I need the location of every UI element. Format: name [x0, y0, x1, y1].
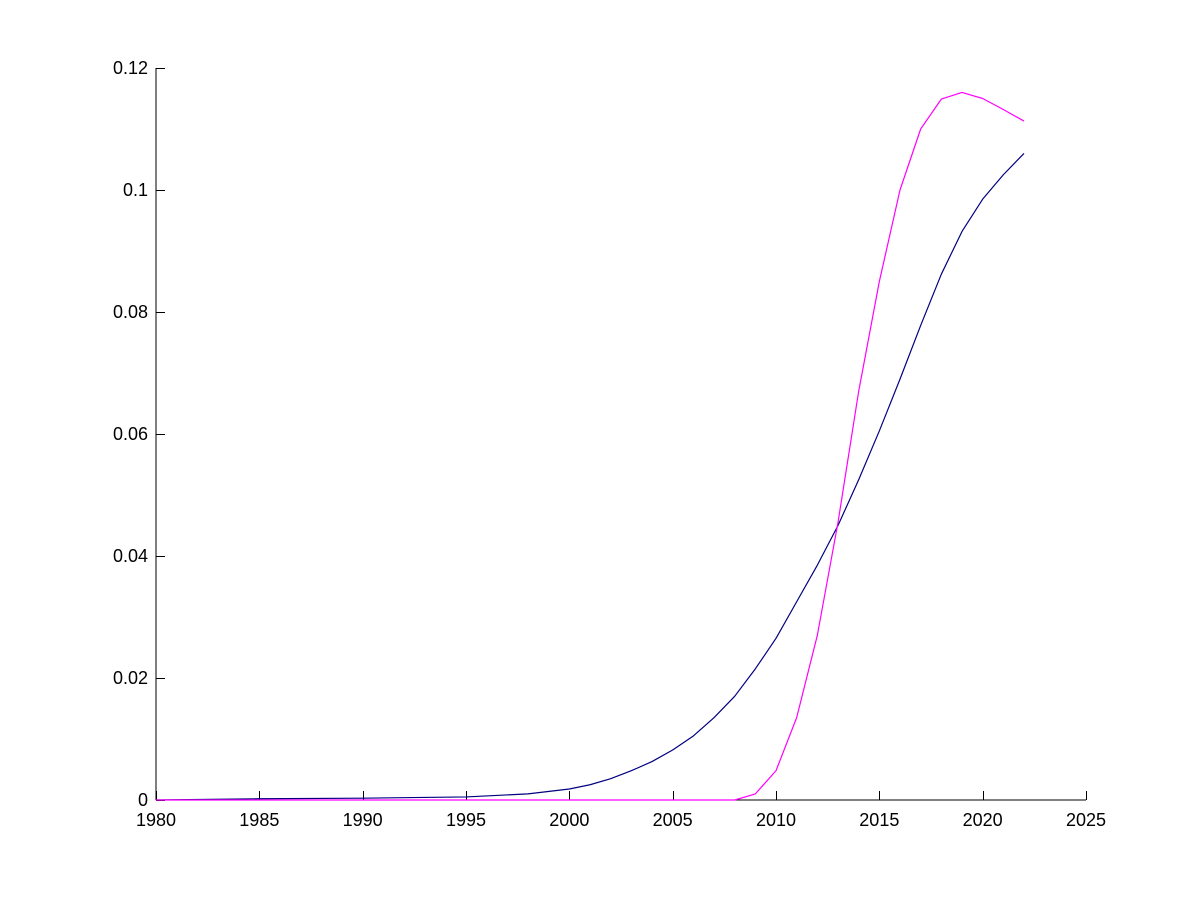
x-tick-label: 1990: [343, 810, 383, 830]
y-tick-label: 0.02: [113, 668, 148, 688]
series-line-2: [156, 91, 1025, 801]
y-tick-label: 0.1: [123, 180, 148, 200]
y-tick-label: 0.04: [113, 546, 148, 566]
axes: 1980 1985 1990 1995 2000 2005 2010 2015 2020 2025…: [113, 58, 1106, 830]
plot-area: [156, 68, 1086, 800]
x-tick-label: 2000: [549, 810, 589, 830]
series-group: [155, 91, 1025, 801]
x-tick-label: 2010: [756, 810, 796, 830]
y-tick-label: 0.06: [113, 424, 148, 444]
y-tick-label: 0: [138, 790, 148, 810]
y-tick-label: 0.08: [113, 302, 148, 322]
x-tick-label: 2020: [963, 810, 1003, 830]
x-tick-label: 1995: [446, 810, 486, 830]
x-tick-label: 1985: [239, 810, 279, 830]
x-tick-label: 2015: [859, 810, 899, 830]
y-tick-label: 0.12: [113, 58, 148, 78]
x-tick-label: 1980: [136, 810, 176, 830]
series-line-1: [155, 152, 1025, 801]
x-tick-label: 2025: [1066, 810, 1106, 830]
x-tick-label: 2005: [653, 810, 693, 830]
